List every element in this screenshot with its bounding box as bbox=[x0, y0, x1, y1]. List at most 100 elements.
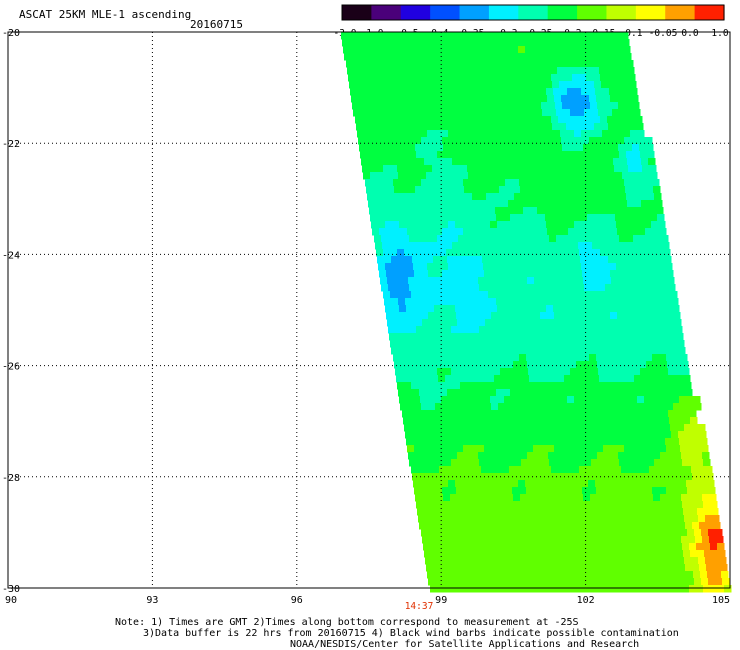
swath-cell bbox=[538, 214, 546, 222]
swath-cell bbox=[376, 165, 384, 173]
swath-cell bbox=[670, 382, 678, 390]
swath-cell bbox=[549, 326, 557, 334]
swath-cell bbox=[549, 368, 557, 376]
swath-cell bbox=[428, 487, 436, 495]
swath-cell bbox=[618, 319, 626, 327]
swath-cell bbox=[582, 270, 590, 278]
swath-cell bbox=[456, 270, 464, 278]
swath-cell bbox=[490, 396, 498, 404]
swath-cell bbox=[411, 291, 419, 299]
swath-cell bbox=[461, 522, 469, 530]
swath-cell bbox=[370, 39, 378, 47]
swath-cell bbox=[530, 382, 538, 390]
swath-cell bbox=[610, 354, 618, 362]
swath-cell bbox=[575, 95, 583, 103]
swath-cell bbox=[677, 557, 685, 565]
swath-cell bbox=[511, 571, 519, 579]
swath-cell bbox=[633, 585, 641, 593]
swath-cell bbox=[529, 67, 537, 75]
swath-cell bbox=[449, 312, 457, 320]
swath-cell bbox=[522, 550, 530, 558]
swath-cell bbox=[522, 375, 530, 383]
swath-cell bbox=[448, 571, 456, 579]
swath-cell bbox=[482, 298, 490, 306]
swath-cell bbox=[499, 494, 507, 502]
swath-cell bbox=[458, 501, 466, 509]
swath-cell bbox=[546, 396, 554, 404]
swath-cell bbox=[473, 508, 481, 516]
swath-cell bbox=[433, 431, 441, 439]
swath-cell bbox=[619, 410, 627, 418]
swath-cell bbox=[616, 130, 624, 138]
swath-cell bbox=[607, 249, 615, 257]
swath-cell bbox=[442, 53, 450, 61]
swath-cell bbox=[477, 228, 485, 236]
swath-cell bbox=[421, 403, 429, 411]
swath-cell bbox=[605, 284, 613, 292]
swath-cell bbox=[570, 235, 578, 243]
swath-cell bbox=[489, 214, 497, 222]
swath-cell bbox=[662, 375, 670, 383]
swath-cell bbox=[578, 508, 586, 516]
swath-cell bbox=[418, 207, 426, 215]
swath-cell bbox=[597, 144, 605, 152]
swath-cell bbox=[420, 263, 428, 271]
swath-cell bbox=[556, 60, 564, 68]
swath-cell bbox=[640, 585, 648, 593]
swath-cell bbox=[495, 382, 503, 390]
swath-cell bbox=[487, 550, 495, 558]
swath-cell bbox=[525, 130, 533, 138]
swath-cell bbox=[582, 578, 590, 586]
swath-cell bbox=[565, 116, 573, 124]
swath-cell bbox=[588, 305, 596, 313]
swath-cell bbox=[364, 88, 372, 96]
swath-cell bbox=[582, 487, 590, 495]
swath-cell bbox=[628, 515, 636, 523]
swath-cell bbox=[672, 571, 680, 579]
swath-cell bbox=[607, 291, 615, 299]
swath-cell bbox=[434, 305, 442, 313]
swath-cell bbox=[655, 417, 663, 425]
swath-cell bbox=[523, 557, 531, 565]
swath-cell bbox=[638, 179, 646, 187]
swath-cell bbox=[505, 179, 513, 187]
swath-cell bbox=[411, 382, 419, 390]
swath-cell bbox=[503, 564, 511, 572]
swath-cell bbox=[428, 354, 436, 362]
swath-cell bbox=[644, 221, 652, 229]
swath-cell bbox=[539, 571, 547, 579]
swath-cell bbox=[523, 165, 531, 173]
swath-cell bbox=[466, 375, 474, 383]
swath-cell bbox=[510, 172, 518, 180]
swath-cell bbox=[539, 221, 547, 229]
swath-cell bbox=[467, 466, 475, 474]
swath-cell bbox=[565, 32, 573, 40]
swath-cell bbox=[547, 445, 555, 453]
swath-cell bbox=[566, 172, 574, 180]
swath-cell bbox=[385, 221, 393, 229]
swath-cell bbox=[485, 494, 493, 502]
swath-cell bbox=[615, 214, 623, 222]
swath-cell bbox=[557, 508, 565, 516]
swath-cell bbox=[404, 207, 412, 215]
swath-cell bbox=[691, 557, 699, 565]
swath-cell bbox=[395, 193, 403, 201]
swath-cell bbox=[476, 46, 484, 54]
swath-cell bbox=[423, 193, 431, 201]
swath-cell bbox=[647, 585, 655, 593]
swath-cell bbox=[573, 564, 581, 572]
swath-cell bbox=[560, 305, 568, 313]
swath-cell bbox=[589, 53, 597, 61]
swath-cell bbox=[450, 319, 458, 327]
swath-cell bbox=[603, 354, 611, 362]
swath-cell bbox=[424, 508, 432, 516]
swath-cell bbox=[530, 74, 538, 82]
swath-cell bbox=[622, 522, 630, 530]
swath-cell bbox=[415, 319, 423, 327]
swath-cell bbox=[558, 382, 566, 390]
swath-cell bbox=[405, 39, 413, 47]
swath-cell bbox=[531, 214, 539, 222]
swath-cell bbox=[538, 298, 546, 306]
swath-cell bbox=[652, 403, 660, 411]
swath-cell bbox=[481, 249, 489, 257]
